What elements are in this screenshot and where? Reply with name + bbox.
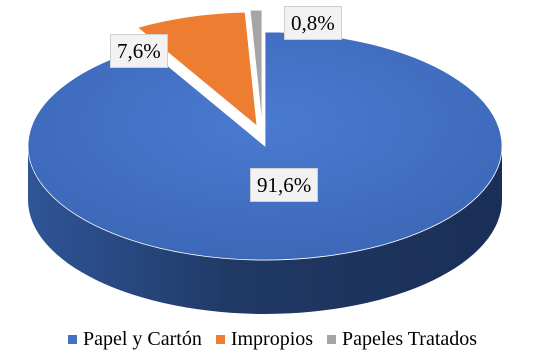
legend-swatch-impropios [215,335,225,344]
legend-item-impropios: Impropios [215,328,314,351]
legend-item-papeles-tratados: Papeles Tratados [327,328,477,351]
chart-legend: Papel y Cartón Impropios Papeles Tratado… [0,328,545,351]
legend-label-impropios: Impropios [230,328,314,350]
legend-item-papel-carton: Papel y Cartón [67,328,202,351]
legend-label-papel-carton: Papel y Cartón [82,328,202,350]
legend-swatch-papel-carton [67,335,77,344]
legend-label-papeles-tratados: Papeles Tratados [342,328,478,350]
data-label-papel-carton: 91,6% [250,168,319,202]
data-label-papeles-tratados: 0,8% [284,6,342,40]
slice-papeles-tratados [249,9,263,125]
legend-swatch-papeles-tratados [327,335,337,344]
slice-papel-carton [27,31,503,261]
slice-papel-carton-side [28,146,502,314]
data-label-impropios: 7,6% [110,34,168,68]
